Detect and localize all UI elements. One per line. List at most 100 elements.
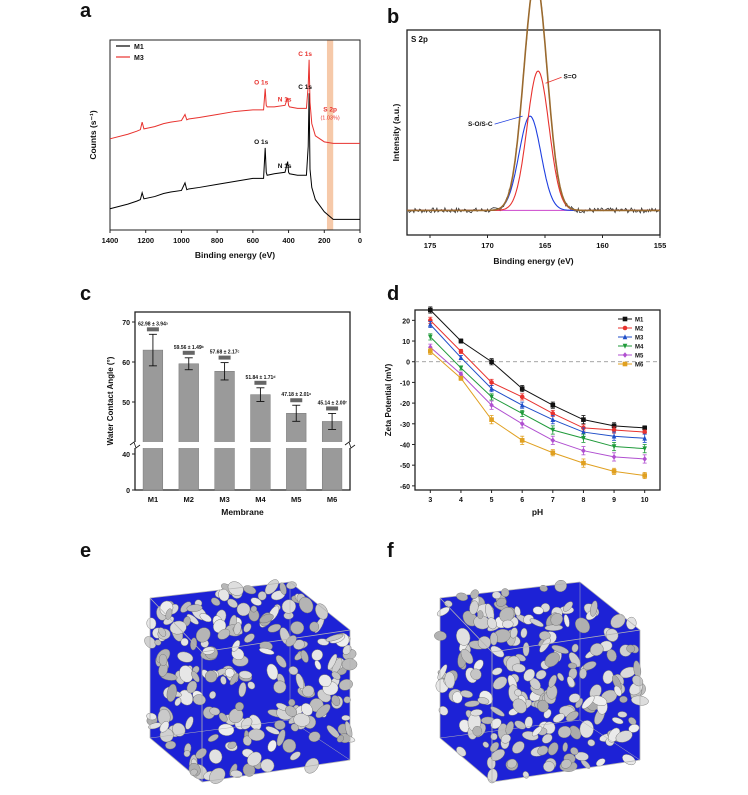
- data-point-M1: [489, 359, 494, 365]
- particle: [500, 734, 511, 744]
- series-group-M2: [428, 316, 647, 435]
- x-tick-label: 600: [247, 236, 260, 245]
- x-axis-label: pH: [532, 507, 543, 517]
- particle: [186, 604, 203, 612]
- y-tick-label: -20: [400, 401, 410, 408]
- plot-frame: [134, 311, 351, 491]
- particle: [236, 602, 251, 617]
- y-tick-label: 60: [122, 360, 130, 367]
- axis-break-gap: [131, 442, 354, 448]
- peak-label-2: C 1s: [298, 51, 312, 58]
- particle: [529, 618, 544, 627]
- chart-c-contact-angle: 62.98 ± 3.94ᵃ M1 59.56 ± 1.49ᵇ M2 57.68 ± 2.…: [106, 311, 356, 517]
- x-tick-label: 400: [282, 236, 295, 245]
- particle-cluster: [434, 579, 649, 784]
- cube-edge: [439, 737, 493, 783]
- particle: [165, 740, 177, 750]
- particle: [259, 647, 275, 655]
- x-tick-label: 800: [211, 236, 224, 245]
- series-line-S=O: [407, 70, 660, 211]
- particle: [209, 707, 221, 716]
- x-tick-label: M2: [184, 495, 194, 504]
- particle: [569, 725, 582, 740]
- data-point-M3: [458, 354, 464, 360]
- series-line-M5: [429, 346, 645, 460]
- series-line-M6: [429, 351, 645, 477]
- data-point-M2: [642, 429, 647, 435]
- particle: [512, 698, 527, 714]
- particle: [248, 728, 265, 741]
- particle: [172, 722, 186, 737]
- particle: [210, 597, 221, 606]
- legend-label-M2: M2: [635, 327, 644, 333]
- particle: [273, 680, 287, 694]
- particle: [318, 674, 332, 688]
- particle: [552, 713, 565, 723]
- y-tick-label: -40: [400, 442, 410, 449]
- data-point-M4: [458, 365, 464, 371]
- data-point-M4: [489, 394, 494, 400]
- particle: [257, 591, 267, 601]
- data-point-M2: [458, 349, 464, 354]
- particle: [626, 644, 636, 653]
- particle: [338, 679, 353, 691]
- particle: [229, 673, 239, 686]
- data-point-M1: [581, 417, 586, 422]
- x-tick-label: 165: [539, 241, 552, 250]
- particle: [566, 676, 575, 688]
- x-tick-label: 6: [520, 497, 524, 504]
- particle: [611, 717, 624, 725]
- x-axis-label: Binding energy (eV): [493, 256, 573, 266]
- value-label-M1: 62.98 ± 3.94ᵃ: [138, 321, 168, 327]
- particle: [531, 726, 543, 737]
- particle: [293, 639, 305, 650]
- legend-label-M1: M1: [134, 44, 144, 51]
- data-point-M3: [519, 402, 525, 408]
- data-point-M5: [550, 437, 556, 444]
- particle: [177, 651, 194, 663]
- bar-M1: [142, 349, 164, 491]
- peak-label-5: C 1s: [298, 84, 312, 91]
- particle: [166, 683, 177, 702]
- particle: [282, 738, 297, 753]
- chart-title: S 2p: [411, 35, 428, 44]
- annotation-S=O: S=O: [564, 73, 577, 80]
- particle: [456, 627, 471, 646]
- y-tick-label: -30: [400, 422, 410, 429]
- data-point-M4: [611, 444, 617, 450]
- particle: [209, 691, 217, 699]
- particle: [535, 669, 547, 680]
- particle: [315, 704, 331, 718]
- data-point-M3: [428, 321, 433, 327]
- particle: [227, 598, 238, 608]
- panel-letter-e: e: [80, 540, 92, 562]
- legend-marker-M3: [622, 334, 628, 340]
- particle: [231, 640, 241, 652]
- particle: [240, 717, 253, 730]
- particle: [579, 720, 594, 738]
- x-tick-label: 1200: [137, 236, 154, 245]
- x-tick-label: 4: [459, 497, 463, 504]
- particle: [506, 758, 517, 769]
- series-line-S-O-S-C: [407, 115, 660, 211]
- particle: [288, 666, 299, 675]
- data-point-M1: [611, 423, 617, 429]
- particle: [264, 579, 279, 595]
- data-point-M5: [519, 420, 525, 427]
- x-tick-label: M3: [219, 495, 229, 504]
- cube-edge: [149, 581, 291, 599]
- particle: [560, 759, 572, 769]
- particle: [233, 622, 242, 635]
- particle: [487, 617, 497, 630]
- series-group-M3: [428, 320, 647, 443]
- data-point-M6: [519, 438, 525, 443]
- particle: [452, 691, 463, 704]
- data-point-M2: [611, 427, 617, 433]
- data-point-M1: [642, 425, 647, 431]
- peak-label-3: O 1s: [254, 139, 268, 146]
- particle: [244, 633, 255, 643]
- particle: [208, 749, 223, 764]
- cube-edge: [201, 629, 351, 653]
- legend-marker-M1: [622, 316, 628, 322]
- particle: [298, 596, 314, 614]
